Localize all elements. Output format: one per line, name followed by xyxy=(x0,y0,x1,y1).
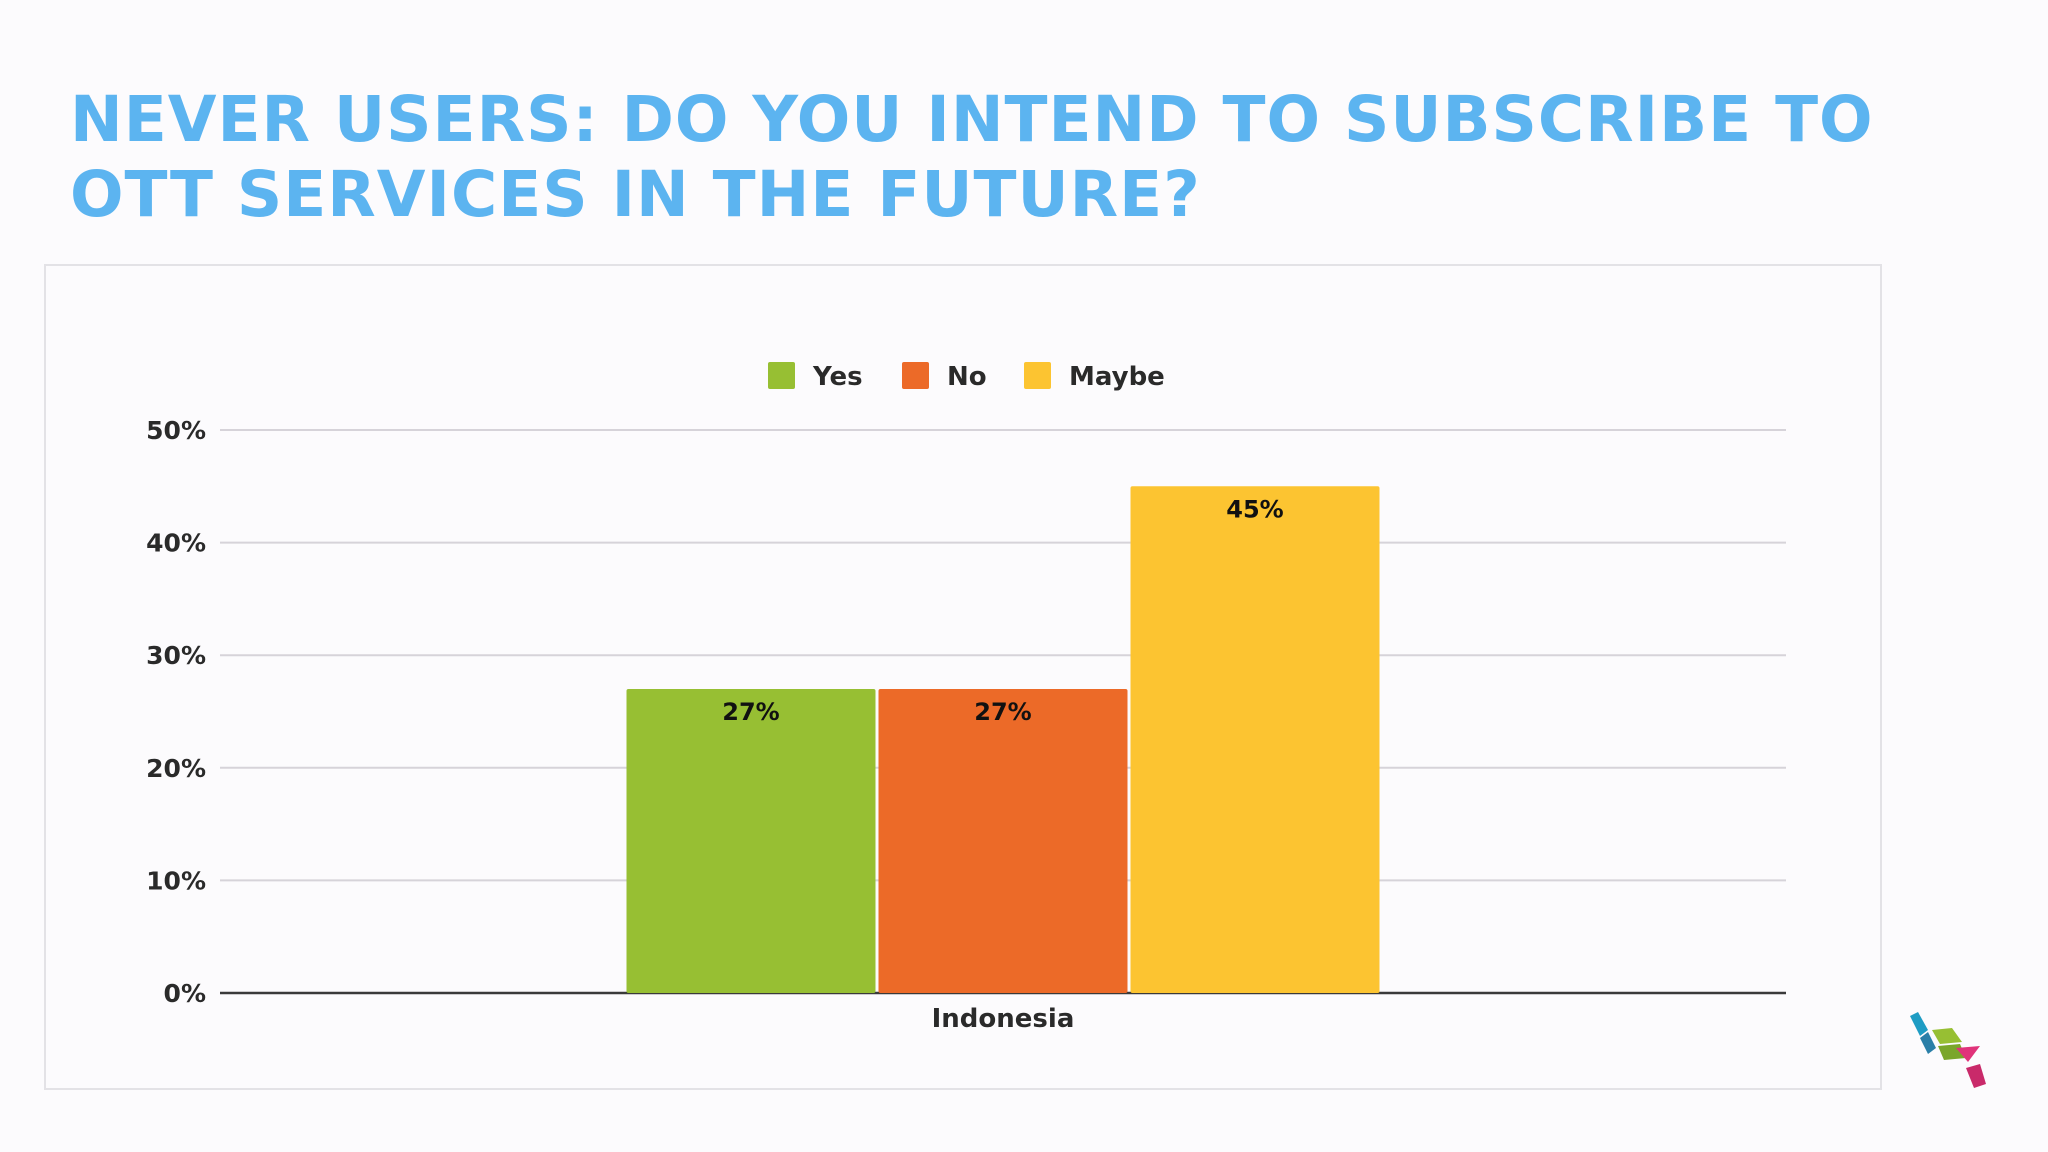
chart-frame: 0% 10% 20% 30% 40% 50% 27% 27% 45% Indonesia Ye… xyxy=(44,264,1882,1090)
y-axis-ticks: 0% 10% 20% 30% 40% 50% xyxy=(146,416,206,1008)
bar-maybe xyxy=(1130,486,1380,993)
data-label-maybe: 45% xyxy=(1226,495,1283,523)
legend: Yes No Maybe xyxy=(768,362,1165,392)
legend-swatch-maybe xyxy=(1024,362,1051,389)
x-axis-categories: Indonesia xyxy=(932,1004,1075,1034)
slide-title: NEVER USERS: DO YOU INTEND TO SUBSCRIBE … xyxy=(70,83,1874,231)
data-label-no: 27% xyxy=(974,698,1031,726)
y-tick-label: 10% xyxy=(146,866,206,895)
data-label-yes: 27% xyxy=(722,698,779,726)
legend-label-maybe: Maybe xyxy=(1069,362,1165,392)
legend-swatch-no xyxy=(902,362,929,389)
y-tick-label: 30% xyxy=(146,641,206,670)
company-logo-icon xyxy=(1910,1012,1986,1088)
bar-chart: 0% 10% 20% 30% 40% 50% 27% 27% 45% Indonesia Ye… xyxy=(146,362,1786,1034)
y-tick-label: 40% xyxy=(146,529,206,558)
x-category-label: Indonesia xyxy=(932,1004,1075,1034)
bar-yes xyxy=(626,688,876,993)
y-tick-label: 50% xyxy=(146,416,206,445)
bars xyxy=(626,486,1380,993)
legend-label-yes: Yes xyxy=(812,362,863,392)
data-labels: 27% 27% 45% xyxy=(722,495,1283,726)
legend-label-no: No xyxy=(947,362,987,392)
bar-no xyxy=(878,688,1128,993)
y-tick-label: 20% xyxy=(146,754,206,783)
legend-swatch-yes xyxy=(768,362,795,389)
y-tick-label: 0% xyxy=(164,979,206,1008)
